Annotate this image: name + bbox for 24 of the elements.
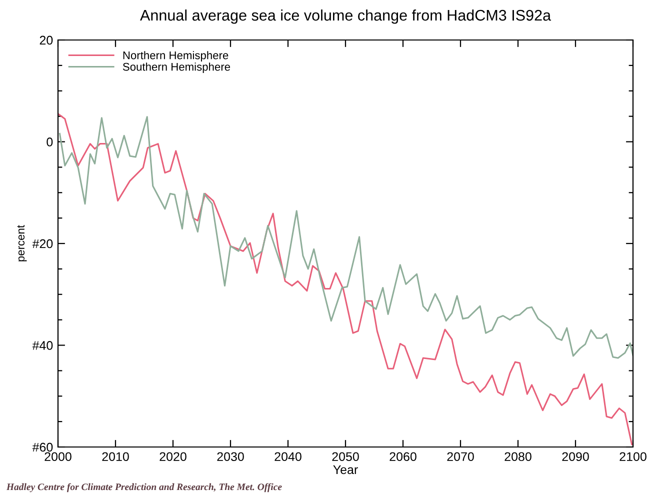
x-tick-label: 2070 bbox=[447, 452, 474, 462]
legend-label: Southern Hemisphere bbox=[122, 62, 230, 73]
y-tick-label: #40 bbox=[32, 341, 53, 350]
x-tick-label: 2040 bbox=[274, 452, 302, 462]
x-axis-title: Year bbox=[333, 465, 358, 474]
y-tick-label: #60 bbox=[32, 442, 53, 452]
x-tick-label: 2060 bbox=[390, 452, 416, 462]
y-tick-label: #20 bbox=[32, 239, 53, 248]
x-tick-label: 2090 bbox=[562, 452, 589, 462]
y-tick-label: 20 bbox=[40, 36, 53, 45]
line-series bbox=[58, 113, 633, 446]
x-tick-label: 2100 bbox=[620, 452, 646, 462]
line-series bbox=[58, 116, 633, 359]
chart-title: Annual average sea ice volume change from HadCM3 IS92a bbox=[140, 9, 552, 24]
text: Hadley Centre for Climate Prediction and Research, The Met. Office bbox=[6, 483, 282, 492]
x-tick-label: 2000 bbox=[44, 452, 72, 462]
x-tick-label: 2010 bbox=[102, 452, 129, 462]
x-tick-label: 2050 bbox=[332, 452, 359, 462]
y-axis-title: percent bbox=[17, 225, 27, 262]
x-tick-label: 2030 bbox=[217, 452, 244, 462]
x-tick-label: 2020 bbox=[160, 452, 186, 462]
x-tick-label: 2080 bbox=[504, 452, 532, 462]
legend-label: Northern Hemisphere bbox=[123, 51, 228, 62]
y-tick-label: 0 bbox=[46, 138, 53, 146]
